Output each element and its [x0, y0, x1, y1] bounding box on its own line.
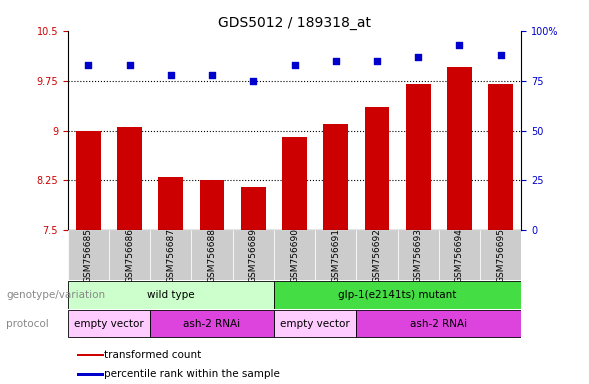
Text: glp-1(e2141ts) mutant: glp-1(e2141ts) mutant [339, 290, 456, 300]
Bar [274, 281, 521, 309]
Point [290, 61, 299, 68]
Text: protocol: protocol [6, 318, 49, 329]
Point [249, 78, 258, 84]
Bar [365, 107, 389, 230]
Bar [76, 131, 101, 230]
Text: GSM756687: GSM756687 [166, 228, 176, 283]
Point [84, 61, 93, 68]
Bar [274, 230, 315, 280]
Text: percentile rank within the sample: percentile rank within the sample [104, 369, 280, 379]
Text: ash-2 RNAi: ash-2 RNAi [411, 318, 467, 329]
Bar [241, 187, 266, 230]
Text: GSM756691: GSM756691 [331, 228, 340, 283]
Bar [282, 137, 307, 230]
Point [331, 58, 340, 64]
Text: ash-2 RNAi: ash-2 RNAi [184, 318, 240, 329]
Text: GSM756685: GSM756685 [84, 228, 93, 283]
Bar [398, 230, 439, 280]
Text: genotype/variation: genotype/variation [6, 290, 105, 300]
Point [207, 71, 217, 78]
Bar [323, 124, 348, 230]
Text: empty vector: empty vector [74, 318, 144, 329]
Bar [77, 354, 104, 356]
Text: wild type: wild type [147, 290, 194, 300]
Point [496, 51, 505, 58]
Point [372, 58, 382, 64]
Bar [150, 310, 274, 338]
Bar [77, 373, 104, 376]
Bar [200, 180, 224, 230]
Bar [356, 310, 521, 338]
Bar [439, 230, 480, 280]
Text: GSM756686: GSM756686 [125, 228, 134, 283]
Point [455, 41, 464, 48]
Bar [68, 281, 274, 309]
Text: GSM756689: GSM756689 [249, 228, 258, 283]
Bar [233, 230, 274, 280]
Text: GSM756695: GSM756695 [496, 228, 505, 283]
Bar [68, 310, 150, 338]
Point [166, 71, 176, 78]
Text: GSM756690: GSM756690 [290, 228, 299, 283]
Title: GDS5012 / 189318_at: GDS5012 / 189318_at [218, 16, 371, 30]
Bar [68, 230, 109, 280]
Bar [447, 67, 472, 230]
Bar [191, 230, 233, 280]
Bar [315, 230, 356, 280]
Text: GSM756688: GSM756688 [207, 228, 217, 283]
Bar [406, 84, 431, 230]
Text: transformed count: transformed count [104, 350, 201, 360]
Text: GSM756692: GSM756692 [372, 228, 382, 283]
Bar [117, 127, 142, 230]
Bar [109, 230, 150, 280]
Bar [488, 84, 513, 230]
Text: GSM756693: GSM756693 [413, 228, 423, 283]
Text: empty vector: empty vector [280, 318, 350, 329]
Bar [158, 177, 183, 230]
Bar [480, 230, 521, 280]
Bar [356, 230, 398, 280]
Bar [150, 230, 191, 280]
Point [413, 54, 423, 60]
Text: GSM756694: GSM756694 [455, 228, 464, 283]
Point [125, 61, 134, 68]
Bar [274, 310, 356, 338]
